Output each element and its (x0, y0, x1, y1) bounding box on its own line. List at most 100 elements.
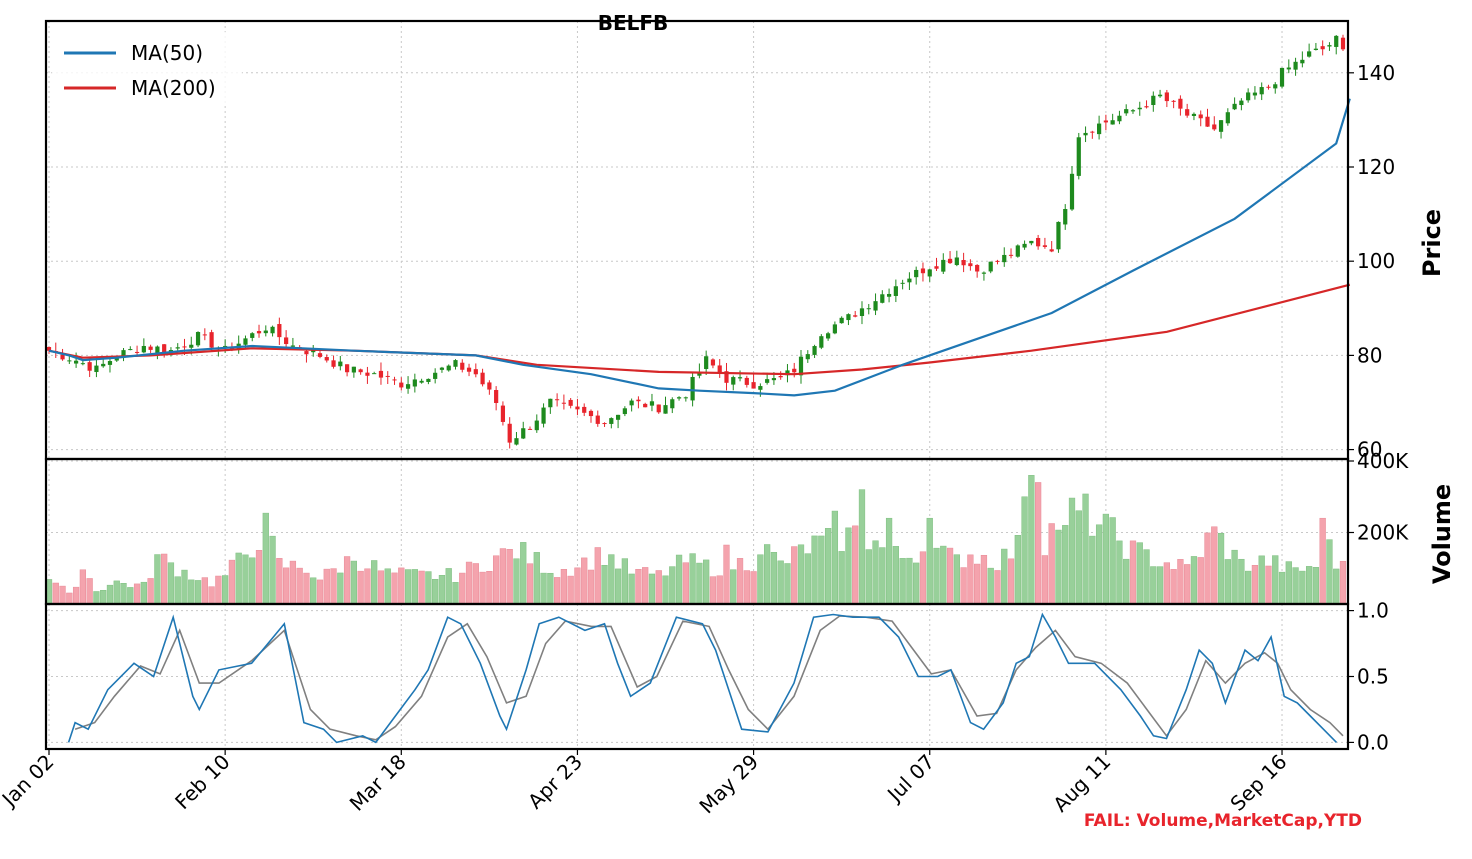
volume-bar (899, 558, 906, 605)
volume-bar (791, 546, 798, 605)
candle-body (162, 344, 167, 354)
candle-body (405, 384, 411, 389)
candle-body (846, 314, 851, 321)
candle-body (148, 346, 153, 350)
volume-bar (913, 562, 920, 605)
volume-bar (594, 547, 601, 605)
volume-bar (425, 571, 432, 605)
candle-body (1002, 254, 1007, 263)
candle-body (582, 406, 587, 413)
volume-bar (100, 589, 107, 605)
candle-body (453, 360, 458, 367)
volume-bar (371, 560, 378, 605)
candle-body (1083, 132, 1088, 136)
candle-body (1110, 120, 1115, 125)
volume-bar (1258, 555, 1265, 605)
volume-bar (581, 557, 588, 605)
candle-body (209, 332, 214, 348)
x-tick-label: Aug 11 (1048, 750, 1115, 817)
price-tick-label: 140 (1357, 61, 1395, 85)
candle-body (500, 405, 506, 422)
candle-body (785, 370, 790, 376)
volume-bar (1224, 559, 1231, 605)
candle-body (1069, 173, 1075, 210)
candle-body (121, 350, 126, 358)
candle-body (243, 338, 248, 345)
candle-body (67, 360, 72, 362)
candle-body (1063, 208, 1068, 225)
candle-body (947, 258, 953, 264)
volume-bar (953, 554, 960, 605)
candle-body (1144, 106, 1149, 108)
volume-bar (486, 571, 493, 605)
x-tick-label: Jan 02 (0, 750, 59, 813)
candle-body (717, 365, 722, 373)
volume-bar (242, 554, 249, 605)
volume-bar (357, 570, 364, 605)
candle-body (649, 401, 655, 406)
volume-bar (337, 572, 344, 605)
ma200-line (48, 283, 1351, 376)
candle-body (1327, 45, 1332, 47)
volume-bar (567, 575, 574, 605)
volume-bar (404, 569, 412, 605)
volume-bar (154, 554, 161, 605)
candle-body (934, 266, 939, 269)
volume-bar (1204, 532, 1211, 605)
candle-body (331, 360, 336, 367)
candle-body (128, 349, 133, 351)
volume-bar (560, 569, 568, 605)
x-tick-label: May 29 (694, 750, 763, 819)
volume-bar (479, 571, 486, 605)
candle-body (202, 334, 207, 336)
candle-body (1124, 109, 1129, 114)
volume-bar (167, 562, 175, 605)
volume-bar (1285, 561, 1292, 605)
volume-bar (777, 560, 784, 605)
volume-bar (323, 568, 330, 605)
candle-body (663, 405, 668, 414)
candle-body (1232, 103, 1237, 110)
x-tick-label: Apr 23 (523, 750, 587, 814)
candle-body (602, 423, 607, 425)
candle-body (1185, 109, 1190, 116)
candle-body (1239, 100, 1244, 106)
candle-body (1252, 92, 1258, 96)
volume-bar (540, 572, 547, 605)
volume-bar (601, 565, 608, 605)
candle-body (514, 438, 519, 445)
candle-body (107, 361, 113, 365)
volume-bar (967, 554, 974, 605)
volume-bar (127, 587, 134, 605)
candle-body (853, 315, 858, 317)
volume-bar (858, 489, 866, 605)
candle-body (419, 380, 424, 383)
legend-ma50-label: MA(50) (131, 41, 203, 65)
candle-body (724, 371, 729, 383)
candle-body (256, 331, 262, 334)
volume-bar (1177, 559, 1184, 605)
volume-bar (1251, 565, 1259, 605)
candle-body (819, 336, 824, 348)
candle-body (643, 403, 648, 408)
oscillator-tick-label: 1.0 (1357, 599, 1389, 623)
volume-bar (140, 581, 147, 605)
volume-bar (892, 546, 899, 605)
volume-bar (533, 552, 540, 605)
candle-body (798, 356, 804, 376)
candle-body (426, 378, 431, 382)
candle-body (1334, 35, 1339, 47)
candle-body (1300, 59, 1305, 64)
candle-body (189, 344, 194, 348)
candle-body (886, 293, 892, 297)
volume-bar (1156, 566, 1164, 605)
volume-bar (811, 535, 818, 605)
volume-bar (730, 569, 737, 605)
candle-body (60, 354, 65, 360)
volume-bar (621, 558, 628, 605)
candle-body (731, 377, 736, 385)
volume-bar (316, 579, 324, 605)
candle-body (954, 257, 959, 266)
candle-body (1178, 98, 1183, 109)
candle-body (365, 372, 370, 376)
